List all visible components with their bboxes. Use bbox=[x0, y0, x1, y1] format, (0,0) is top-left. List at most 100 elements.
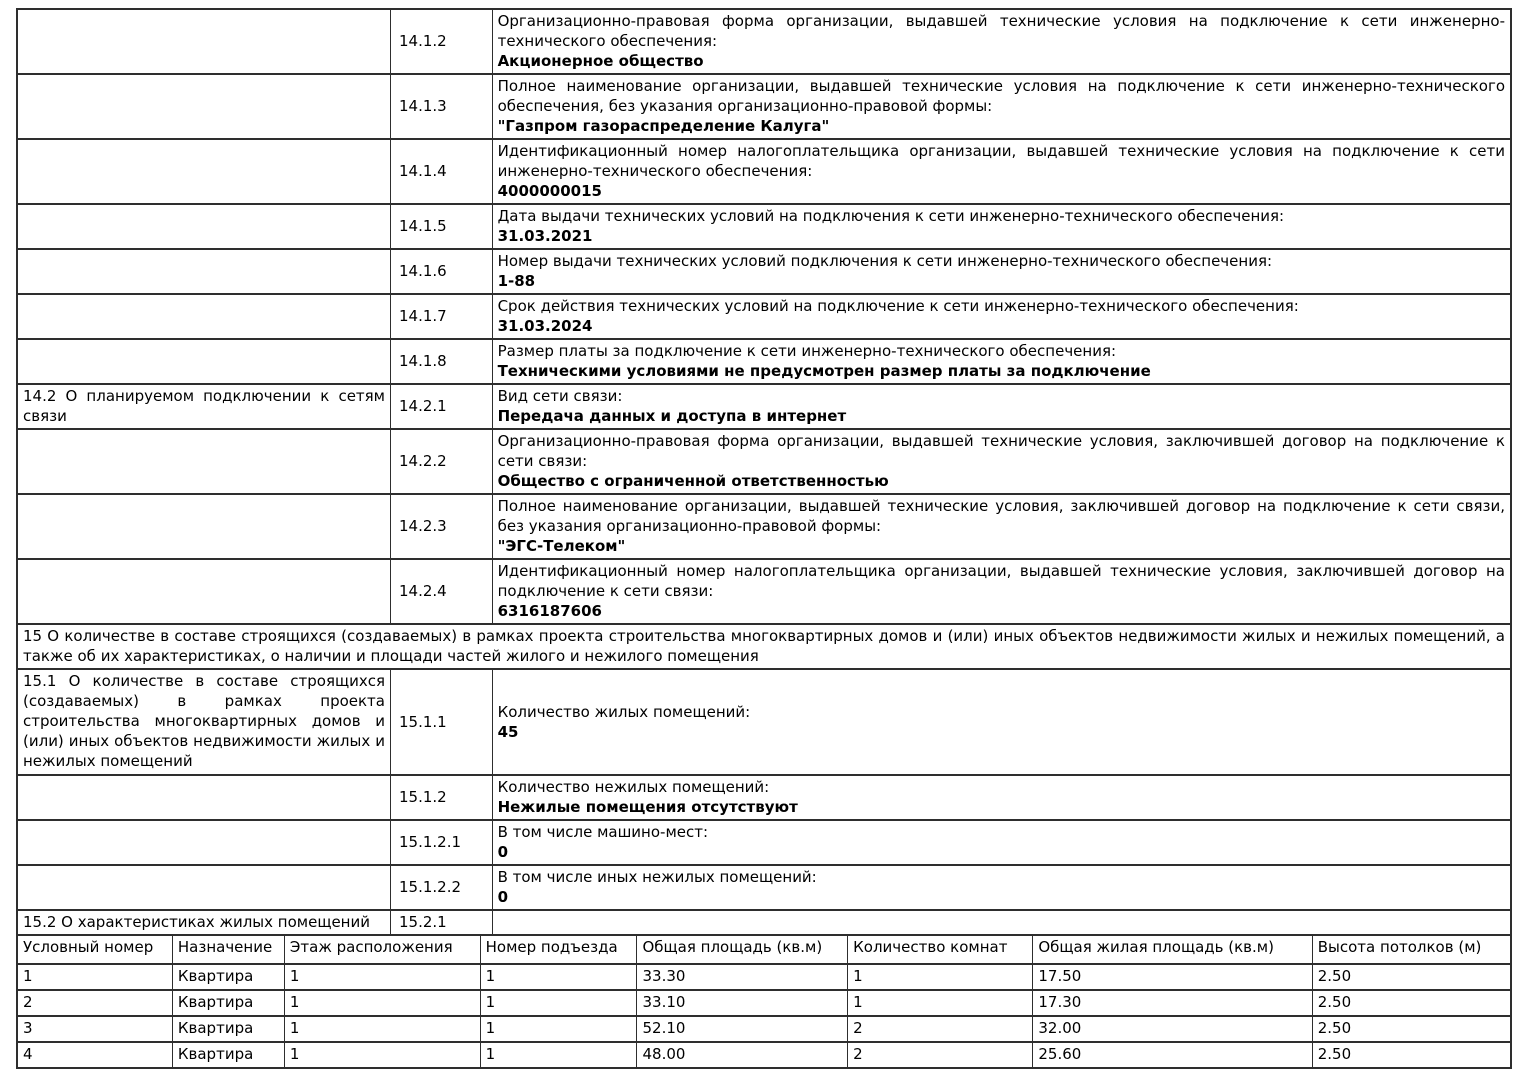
section-title-cell bbox=[16, 248, 391, 295]
apartment-cell: 1 bbox=[283, 963, 481, 991]
apartment-cell: 1 bbox=[16, 963, 173, 991]
item-number-cell: 15.1.1 bbox=[390, 668, 493, 776]
item-value: 31.03.2024 bbox=[497, 317, 593, 335]
apartment-cell: 1 bbox=[479, 989, 638, 1017]
declaration-row: 14.1.6 Номер выдачи технических условий п… bbox=[16, 248, 1512, 295]
apartment-cell: 2 bbox=[847, 1015, 1034, 1043]
apartments-header-row: Условный номер Назначение Этаж расположени… bbox=[16, 934, 1512, 965]
declaration-row: 14.2.2 Организационно-правовая форма орга… bbox=[16, 428, 1512, 495]
apartment-cell: 2.50 bbox=[1311, 1041, 1512, 1069]
item-value: 6316187606 bbox=[497, 602, 602, 620]
apartment-cell: 32.00 bbox=[1032, 1015, 1313, 1043]
section-title-cell bbox=[16, 293, 391, 340]
item-number-cell: 14.1.4 bbox=[390, 138, 493, 205]
item-value: 0 bbox=[497, 888, 509, 906]
apartment-row: 4 Квартира 1 1 48.00 2 25.60 2.50 bbox=[16, 1041, 1512, 1069]
item-label: Организационно-правовая форма организаци… bbox=[497, 12, 1505, 50]
item-number-cell: 14.2.3 bbox=[390, 493, 493, 560]
item-label: В том числе иных нежилых помещений: bbox=[497, 868, 817, 886]
section-title-cell bbox=[16, 338, 391, 385]
apartment-cell: 2.50 bbox=[1311, 989, 1512, 1017]
item-content-cell: Срок действия технических условий на под… bbox=[491, 293, 1512, 340]
section-title-cell: 15.1 О количестве в составе строящихся (… bbox=[16, 668, 391, 776]
item-content-cell: Организационно-правовая форма организаци… bbox=[491, 428, 1512, 495]
section-15-header: 15 О количестве в составе строящихся (со… bbox=[16, 623, 1512, 670]
item-label: Полное наименование организации, выдавше… bbox=[497, 497, 1505, 535]
item-label: Идентификационный номер налогоплательщик… bbox=[497, 562, 1505, 600]
apartment-cell: 1 bbox=[283, 1015, 481, 1043]
item-value: 1-88 bbox=[497, 272, 536, 290]
item-value: Нежилые помещения отсутствуют bbox=[497, 798, 798, 816]
apartment-row: 2 Квартира 1 1 33.10 1 17.30 2.50 bbox=[16, 989, 1512, 1017]
apartment-cell: 1 bbox=[283, 1041, 481, 1069]
declaration-row: 14.1.2 Организационно-правовая форма орга… bbox=[16, 8, 1512, 75]
apartments-header-cell: Количество комнат bbox=[847, 934, 1034, 965]
apartments-header-cell: Назначение bbox=[171, 934, 285, 965]
apartment-cell: 33.30 bbox=[636, 963, 849, 991]
item-label: Количество жилых помещений: bbox=[497, 702, 751, 721]
item-label: Вид сети связи: bbox=[497, 387, 623, 405]
item-number-cell: 14.1.6 bbox=[390, 248, 493, 295]
section-title-cell bbox=[16, 428, 391, 495]
item-content-cell: В том числе иных нежилых помещений: 0 bbox=[491, 864, 1512, 911]
apartment-cell: Квартира bbox=[171, 1041, 285, 1069]
section-title-cell bbox=[16, 8, 391, 75]
item-value: 4000000015 bbox=[497, 182, 602, 200]
section-title-cell bbox=[16, 203, 391, 250]
apartment-cell: 1 bbox=[283, 989, 481, 1017]
apartment-cell: 2.50 bbox=[1311, 963, 1512, 991]
item-value: Общество с ограниченной ответственностью bbox=[497, 472, 889, 490]
item-number-cell: 14.2.1 bbox=[390, 383, 493, 430]
apartment-cell: 2 bbox=[847, 1041, 1034, 1069]
item-content-cell: Идентификационный номер налогоплательщик… bbox=[491, 558, 1512, 625]
declaration-row: 15.1.2.1 В том числе машино-мест: 0 bbox=[16, 819, 1512, 866]
item-number-cell: 14.1.3 bbox=[390, 73, 493, 140]
declaration-row: 15.1 О количестве в составе строящихся (… bbox=[16, 668, 1512, 776]
item-label: В том числе машино-мест: bbox=[497, 823, 709, 841]
declaration-table: 14.1.2 Организационно-правовая форма орга… bbox=[16, 8, 1512, 936]
declaration-row: 14.1.5 Дата выдачи технических условий на… bbox=[16, 203, 1512, 250]
item-content-cell: Полное наименование организации, выдавше… bbox=[491, 73, 1512, 140]
apartment-cell: 2 bbox=[16, 989, 173, 1017]
declaration-row: 14.1.3 Полное наименование организации, в… bbox=[16, 73, 1512, 140]
apartment-cell: 33.10 bbox=[636, 989, 849, 1017]
item-number-cell: 14.1.8 bbox=[390, 338, 493, 385]
declaration-row: 14.2.3 Полное наименование организации, в… bbox=[16, 493, 1512, 560]
item-content-cell bbox=[491, 909, 1512, 936]
item-content-cell: Полное наименование организации, выдавше… bbox=[491, 493, 1512, 560]
apartment-cell: 1 bbox=[479, 963, 638, 991]
item-label: Полное наименование организации, выдавше… bbox=[497, 77, 1505, 115]
declaration-row: 14.1.8 Размер платы за подключение к сети… bbox=[16, 338, 1512, 385]
section-title-cell bbox=[16, 73, 391, 140]
apartment-cell: Квартира bbox=[171, 963, 285, 991]
declaration-row: 14.1.4 Идентификационный номер налогоплат… bbox=[16, 138, 1512, 205]
apartments-header-cell: Высота потолков (м) bbox=[1311, 934, 1512, 965]
declaration-row: 15.1.2 Количество нежилых помещений: Нежил… bbox=[16, 774, 1512, 821]
apartment-cell: 2.50 bbox=[1311, 1015, 1512, 1043]
declaration-row: 14.1.7 Срок действия технических условий … bbox=[16, 293, 1512, 340]
item-content-cell: Вид сети связи: Передача данных и доступа… bbox=[491, 383, 1512, 430]
item-number-cell: 14.1.5 bbox=[390, 203, 493, 250]
section-title-cell bbox=[16, 138, 391, 205]
declaration-row: 14.2 О планируемом подключении к сетям с… bbox=[16, 383, 1512, 430]
apartment-cell: Квартира bbox=[171, 989, 285, 1017]
item-value: Акционерное общество bbox=[497, 52, 704, 70]
section-title-cell bbox=[16, 819, 391, 866]
item-label: Срок действия технических условий на под… bbox=[497, 297, 1299, 315]
item-number-cell: 14.1.7 bbox=[390, 293, 493, 340]
item-value: 31.03.2021 bbox=[497, 227, 593, 245]
item-value: Техническими условиями не предусмотрен р… bbox=[497, 362, 1151, 380]
item-content-cell: Организационно-правовая форма организаци… bbox=[491, 8, 1512, 75]
apartment-cell: 25.60 bbox=[1032, 1041, 1313, 1069]
item-label: Размер платы за подключение к сети инжен… bbox=[497, 342, 1117, 360]
apartments-header-cell: Этаж расположения bbox=[283, 934, 481, 965]
item-number-cell: 14.1.2 bbox=[390, 8, 493, 75]
item-label: Идентификационный номер налогоплательщик… bbox=[497, 142, 1505, 180]
section-banner-row: 15 О количестве в составе строящихся (со… bbox=[16, 623, 1512, 670]
declaration-row: 15.2 О характеристиках жилых помещений 15… bbox=[16, 909, 1512, 936]
item-content-cell: Идентификационный номер налогоплательщик… bbox=[491, 138, 1512, 205]
item-number-cell: 15.1.2.2 bbox=[390, 864, 493, 911]
apartment-cell: 17.50 bbox=[1032, 963, 1313, 991]
declaration-row: 15.1.2.2 В том числе иных нежилых помещен… bbox=[16, 864, 1512, 911]
